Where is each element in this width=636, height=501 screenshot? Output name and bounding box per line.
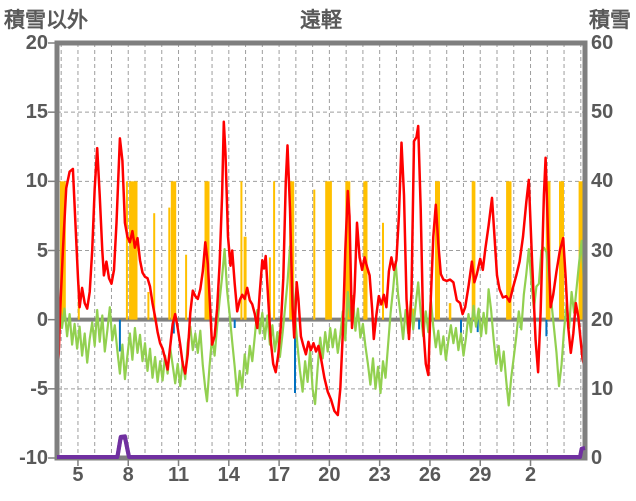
right-axis-tick-label: 60	[591, 32, 614, 54]
left-axis-tick-label: -10	[19, 447, 48, 469]
left-axis-tick-label: 5	[36, 239, 48, 262]
purple-line-overlay	[57, 434, 586, 459]
left-axis-tick-label: 20	[25, 32, 48, 54]
x-axis-tick-label: 14	[217, 464, 240, 486]
x-axis-tick-label: 23	[368, 464, 391, 486]
left-axis-tick-label: 0	[36, 308, 48, 331]
x-axis-tick-label: 26	[418, 464, 442, 486]
right-axis-tick-label: 40	[591, 170, 614, 193]
right-axis-tick-label: 0	[591, 447, 603, 469]
left-axis-title: 積雪以外	[4, 9, 88, 32]
right-axis-tick-label: 50	[591, 101, 614, 124]
right-axis-title: 積雪	[589, 9, 631, 32]
right-axis-tick-label: 20	[591, 308, 614, 331]
x-axis-tick-label: 8	[122, 464, 134, 486]
green-line	[55, 239, 587, 407]
right-axis-tick-label: 10	[591, 377, 614, 400]
x-axis-tick-label: 5	[72, 464, 84, 486]
chart-title: 遠軽	[300, 9, 342, 32]
left-axis-tick-label: -5	[30, 377, 48, 400]
x-axis-tick-label: 17	[267, 464, 291, 486]
axis-ticks	[48, 42, 532, 466]
right-axis-tick-label: 30	[591, 239, 614, 262]
left-axis-tick-label: 15	[25, 101, 48, 124]
blue-bars-downward	[118, 319, 548, 393]
x-axis-tick-label: 29	[469, 464, 492, 486]
x-axis-tick-label: 2	[524, 464, 537, 486]
left-axis-tick-label: 10	[25, 170, 48, 193]
x-axis-tick-label: 11	[167, 464, 190, 486]
purple-snow-depth-line	[55, 435, 587, 460]
x-axis-tick-label: 20	[318, 464, 341, 486]
red-line	[55, 120, 587, 417]
